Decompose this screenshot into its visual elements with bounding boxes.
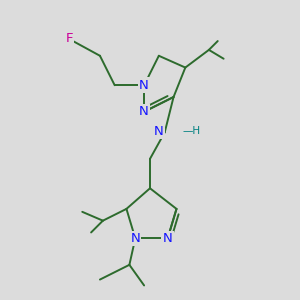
Text: —H: —H: [182, 126, 200, 136]
Text: N: N: [139, 79, 149, 92]
Text: N: N: [130, 232, 140, 245]
Text: N: N: [154, 125, 163, 138]
Text: F: F: [65, 32, 73, 45]
Text: N: N: [139, 105, 149, 118]
Text: N: N: [163, 232, 172, 245]
